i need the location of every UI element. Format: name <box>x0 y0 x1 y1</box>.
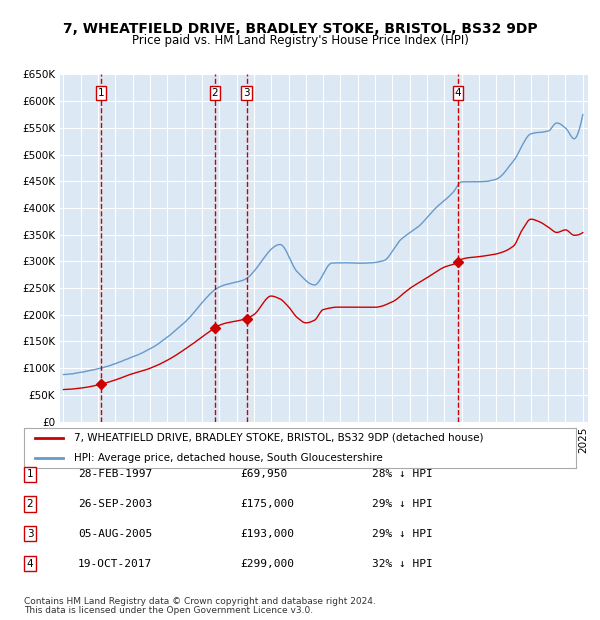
Text: £193,000: £193,000 <box>240 529 294 539</box>
Text: 32% ↓ HPI: 32% ↓ HPI <box>372 559 433 569</box>
Text: Contains HM Land Registry data © Crown copyright and database right 2024.: Contains HM Land Registry data © Crown c… <box>24 597 376 606</box>
Text: 4: 4 <box>26 559 34 569</box>
Text: £69,950: £69,950 <box>240 469 287 479</box>
Text: 3: 3 <box>26 529 34 539</box>
Text: 4: 4 <box>455 88 461 98</box>
Text: 1: 1 <box>98 88 104 98</box>
Text: 3: 3 <box>244 88 250 98</box>
Text: HPI: Average price, detached house, South Gloucestershire: HPI: Average price, detached house, Sout… <box>74 453 382 463</box>
Text: 1: 1 <box>26 469 34 479</box>
Text: 29% ↓ HPI: 29% ↓ HPI <box>372 499 433 509</box>
Text: 28-FEB-1997: 28-FEB-1997 <box>78 469 152 479</box>
Text: 29% ↓ HPI: 29% ↓ HPI <box>372 529 433 539</box>
Text: 7, WHEATFIELD DRIVE, BRADLEY STOKE, BRISTOL, BS32 9DP (detached house): 7, WHEATFIELD DRIVE, BRADLEY STOKE, BRIS… <box>74 433 483 443</box>
Text: 19-OCT-2017: 19-OCT-2017 <box>78 559 152 569</box>
Text: 2: 2 <box>212 88 218 98</box>
Text: £299,000: £299,000 <box>240 559 294 569</box>
Text: 2: 2 <box>26 499 34 509</box>
Text: £175,000: £175,000 <box>240 499 294 509</box>
Text: Price paid vs. HM Land Registry's House Price Index (HPI): Price paid vs. HM Land Registry's House … <box>131 34 469 47</box>
Text: 28% ↓ HPI: 28% ↓ HPI <box>372 469 433 479</box>
Text: 7, WHEATFIELD DRIVE, BRADLEY STOKE, BRISTOL, BS32 9DP: 7, WHEATFIELD DRIVE, BRADLEY STOKE, BRIS… <box>62 22 538 36</box>
Text: 26-SEP-2003: 26-SEP-2003 <box>78 499 152 509</box>
Text: This data is licensed under the Open Government Licence v3.0.: This data is licensed under the Open Gov… <box>24 606 313 615</box>
Text: 05-AUG-2005: 05-AUG-2005 <box>78 529 152 539</box>
